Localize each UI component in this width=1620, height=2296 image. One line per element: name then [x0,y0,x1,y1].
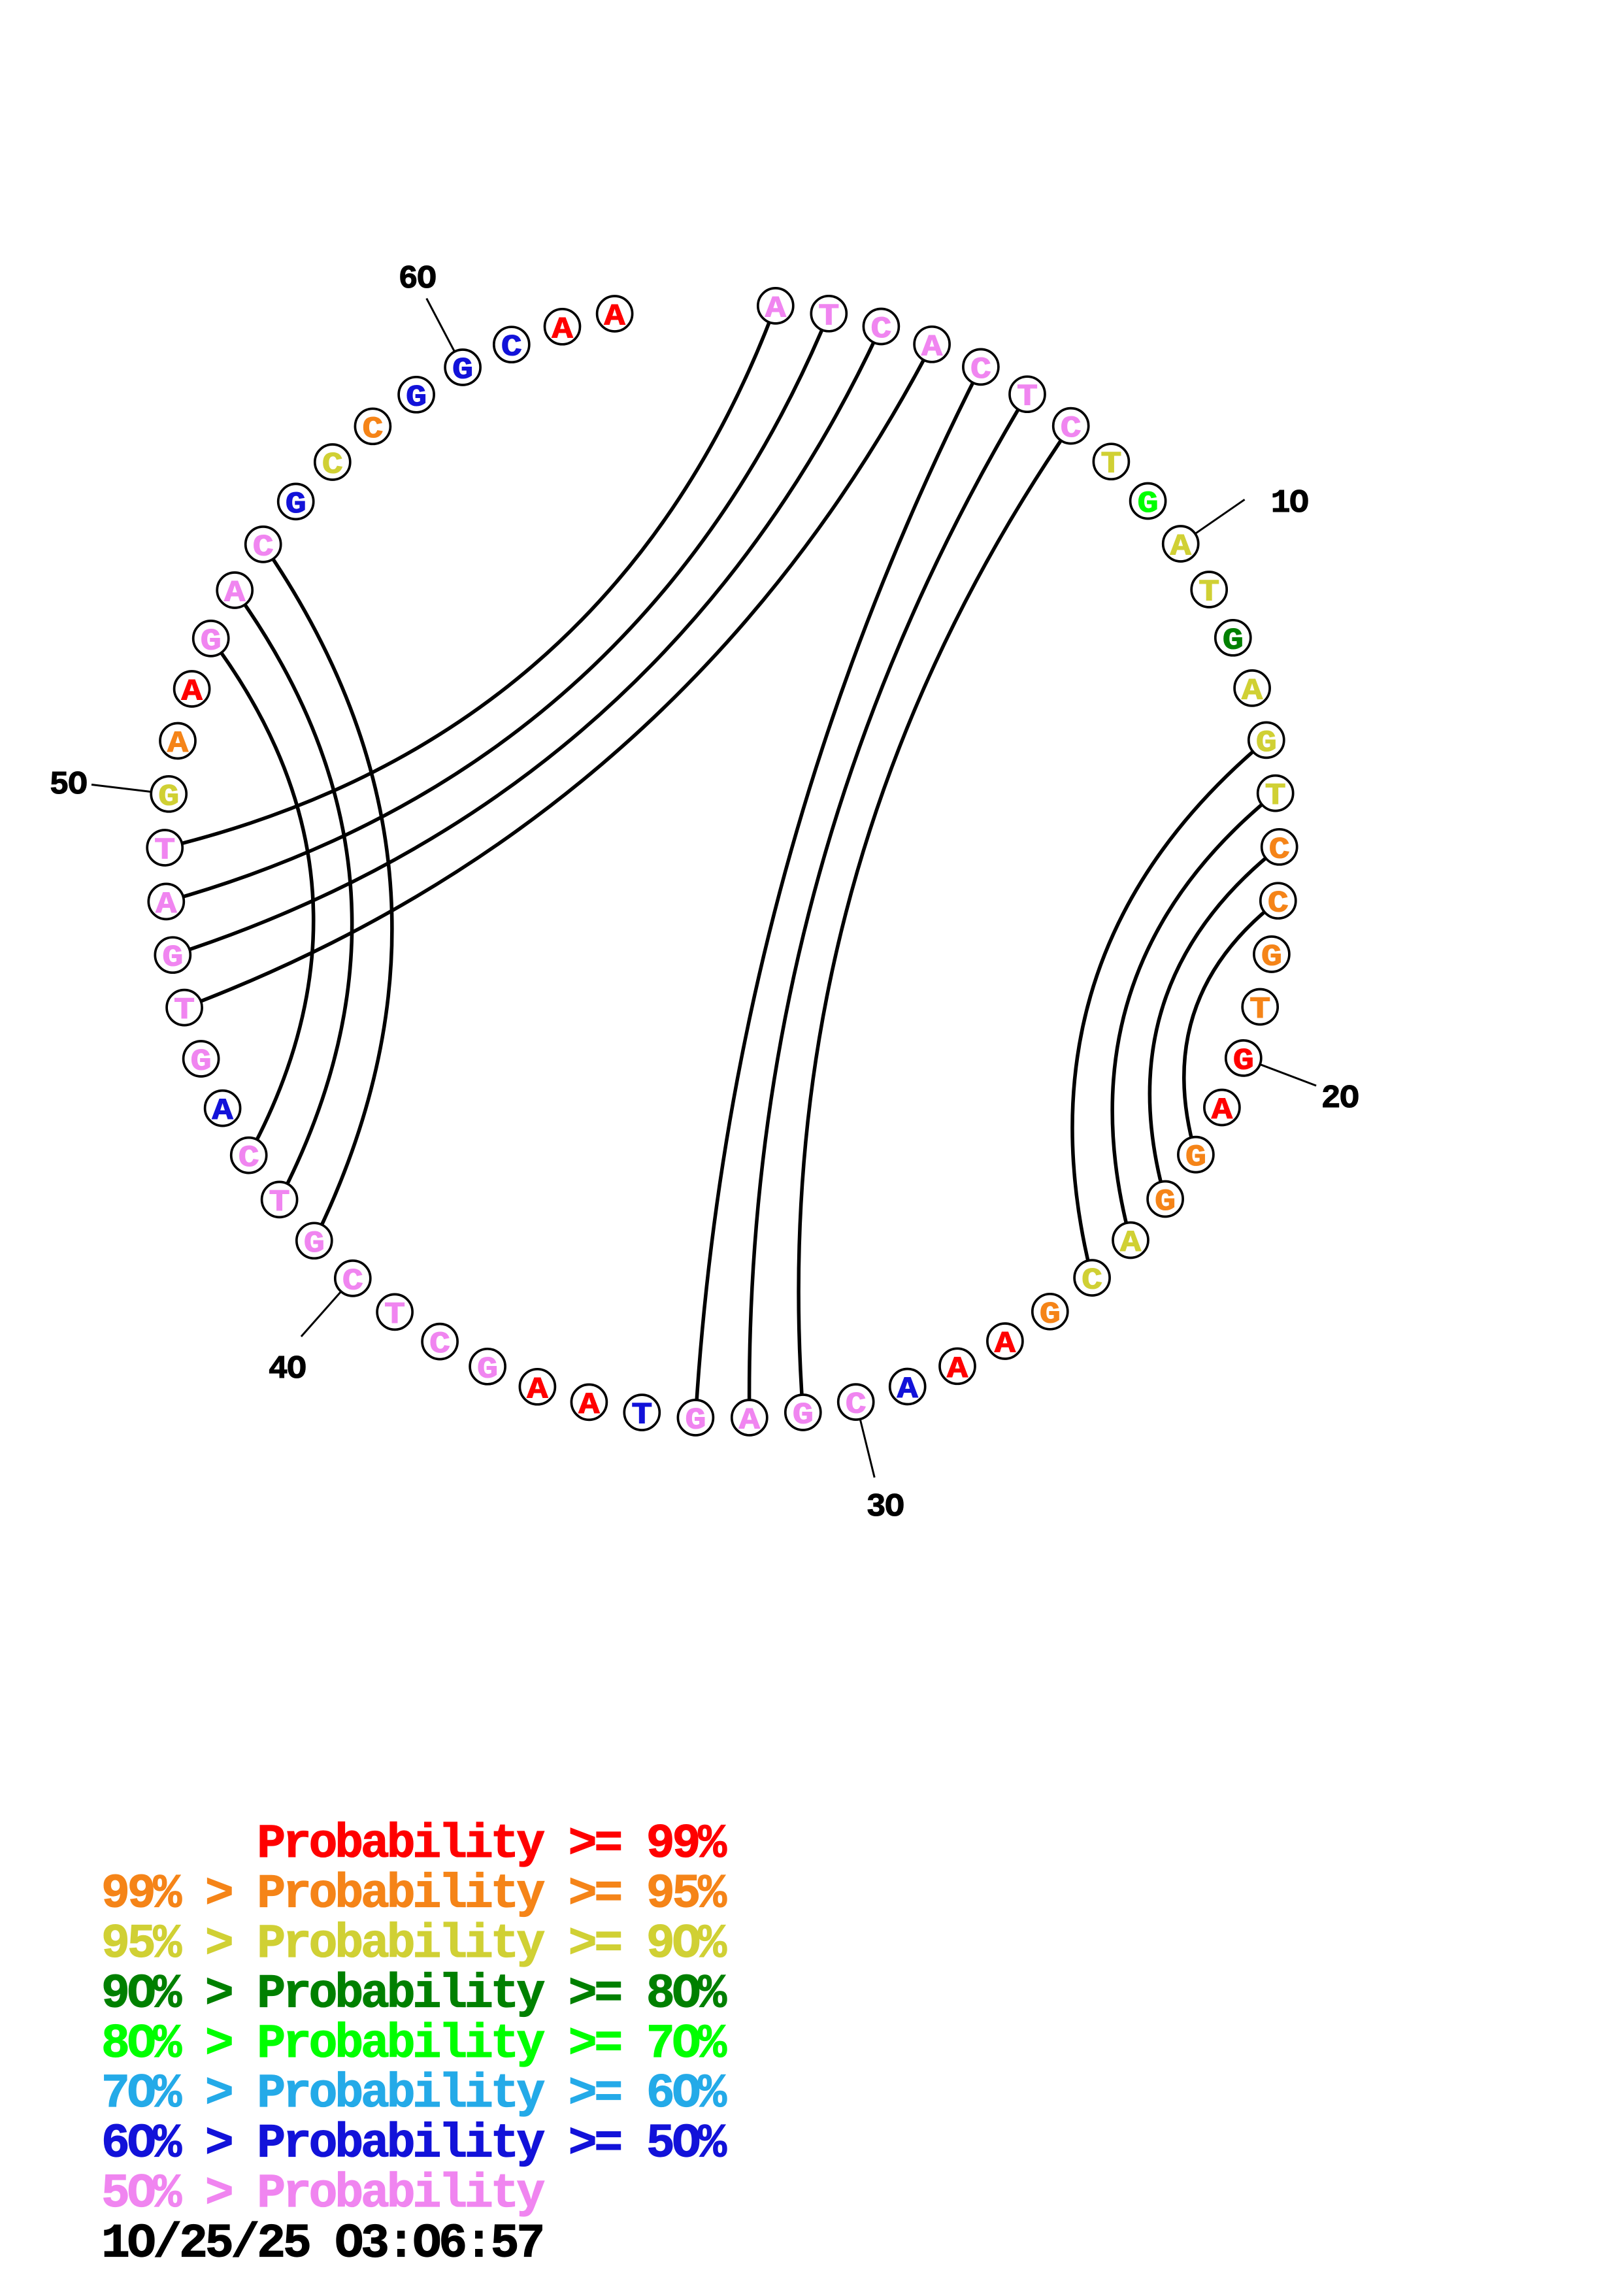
svg-text:T: T [1017,380,1038,415]
svg-text:G: G [477,1352,498,1387]
svg-text:C: C [1268,887,1289,922]
svg-text:G: G [1256,726,1277,761]
svg-text:T: T [384,1298,405,1333]
svg-text:T: T [1249,993,1270,1027]
svg-text:G: G [286,488,306,522]
svg-text:A: A [552,312,573,347]
svg-text:A: A [156,888,177,922]
svg-text:T: T [154,833,175,868]
svg-text:T: T [631,1399,652,1433]
svg-text:T: T [1198,575,1219,610]
svg-text:C: C [1082,1264,1102,1299]
svg-text:7O% > Probability >= 6O%: 7O% > Probability >= 6O% [101,2067,727,2121]
svg-text:A: A [182,674,203,709]
svg-text:Probability >= 99%: Probability >= 99% [257,1817,727,1871]
svg-text:5O: 5O [50,767,87,804]
svg-text:99% > Probability >= 95%: 99% > Probability >= 95% [101,1867,727,1922]
svg-text:T: T [174,993,195,1028]
svg-text:G: G [406,380,427,415]
svg-text:G: G [1155,1185,1176,1220]
svg-text:A: A [921,330,943,365]
svg-text:3O: 3O [867,1489,904,1526]
svg-text:C: C [362,412,383,447]
svg-text:G: G [191,1044,212,1079]
svg-text:G: G [685,1403,706,1438]
svg-text:A: A [224,576,246,610]
svg-text:G: G [1233,1044,1254,1078]
svg-text:95% > Probability >= 9O%: 95% > Probability >= 9O% [101,1917,727,1971]
svg-text:C: C [322,448,343,482]
svg-text:A: A [167,727,189,761]
svg-text:G: G [158,780,179,814]
svg-text:1O/25/25 O3:O6:57: 1O/25/25 O3:O6:57 [101,2216,542,2271]
svg-text:A: A [578,1388,600,1423]
svg-text:C: C [846,1388,867,1423]
svg-text:A: A [947,1352,968,1387]
svg-text:C: C [501,331,522,365]
svg-text:C: C [239,1141,259,1176]
svg-text:G: G [1185,1140,1206,1175]
svg-text:A: A [604,299,626,334]
svg-text:G: G [162,941,183,976]
svg-text:T: T [1265,779,1286,814]
svg-text:C: C [870,312,891,347]
svg-text:G: G [1261,940,1282,974]
svg-text:1O: 1O [1271,485,1308,522]
svg-text:G: G [452,353,473,388]
svg-text:C: C [1061,412,1082,446]
svg-text:C: C [253,530,274,565]
svg-text:C: C [342,1264,363,1299]
svg-text:T: T [269,1186,290,1220]
svg-text:6O% > Probability >= 5O%: 6O% > Probability >= 5O% [101,2117,727,2171]
svg-text:A: A [1242,674,1263,708]
svg-text:4O: 4O [269,1351,306,1388]
svg-text:G: G [304,1227,325,1261]
svg-text:C: C [970,353,991,388]
svg-text:G: G [201,624,222,659]
svg-text:A: A [765,291,787,326]
svg-text:A: A [739,1403,761,1438]
svg-text:8O% > Probability >= 7O%: 8O% > Probability >= 7O% [101,2017,727,2071]
svg-text:T: T [1100,448,1121,482]
svg-text:G: G [1040,1297,1061,1332]
svg-text:A: A [897,1373,919,1407]
svg-text:G: G [1223,624,1244,658]
svg-text:A: A [1212,1093,1233,1128]
svg-text:9O% > Probability >= 8O%: 9O% > Probability >= 8O% [101,1967,727,2021]
svg-text:A: A [1170,529,1192,564]
svg-text:A: A [995,1327,1016,1361]
svg-text:5O% > Probability: 5O% > Probability [101,2167,544,2221]
svg-text:2O: 2O [1321,1080,1359,1118]
svg-text:A: A [212,1094,234,1129]
svg-text:C: C [429,1327,450,1362]
svg-text:T: T [818,299,839,334]
svg-text:G: G [1138,487,1159,522]
svg-text:A: A [527,1373,548,1407]
svg-text:G: G [793,1398,814,1433]
svg-text:C: C [1269,833,1290,867]
svg-text:6O: 6O [399,261,436,298]
svg-text:A: A [1120,1226,1142,1261]
